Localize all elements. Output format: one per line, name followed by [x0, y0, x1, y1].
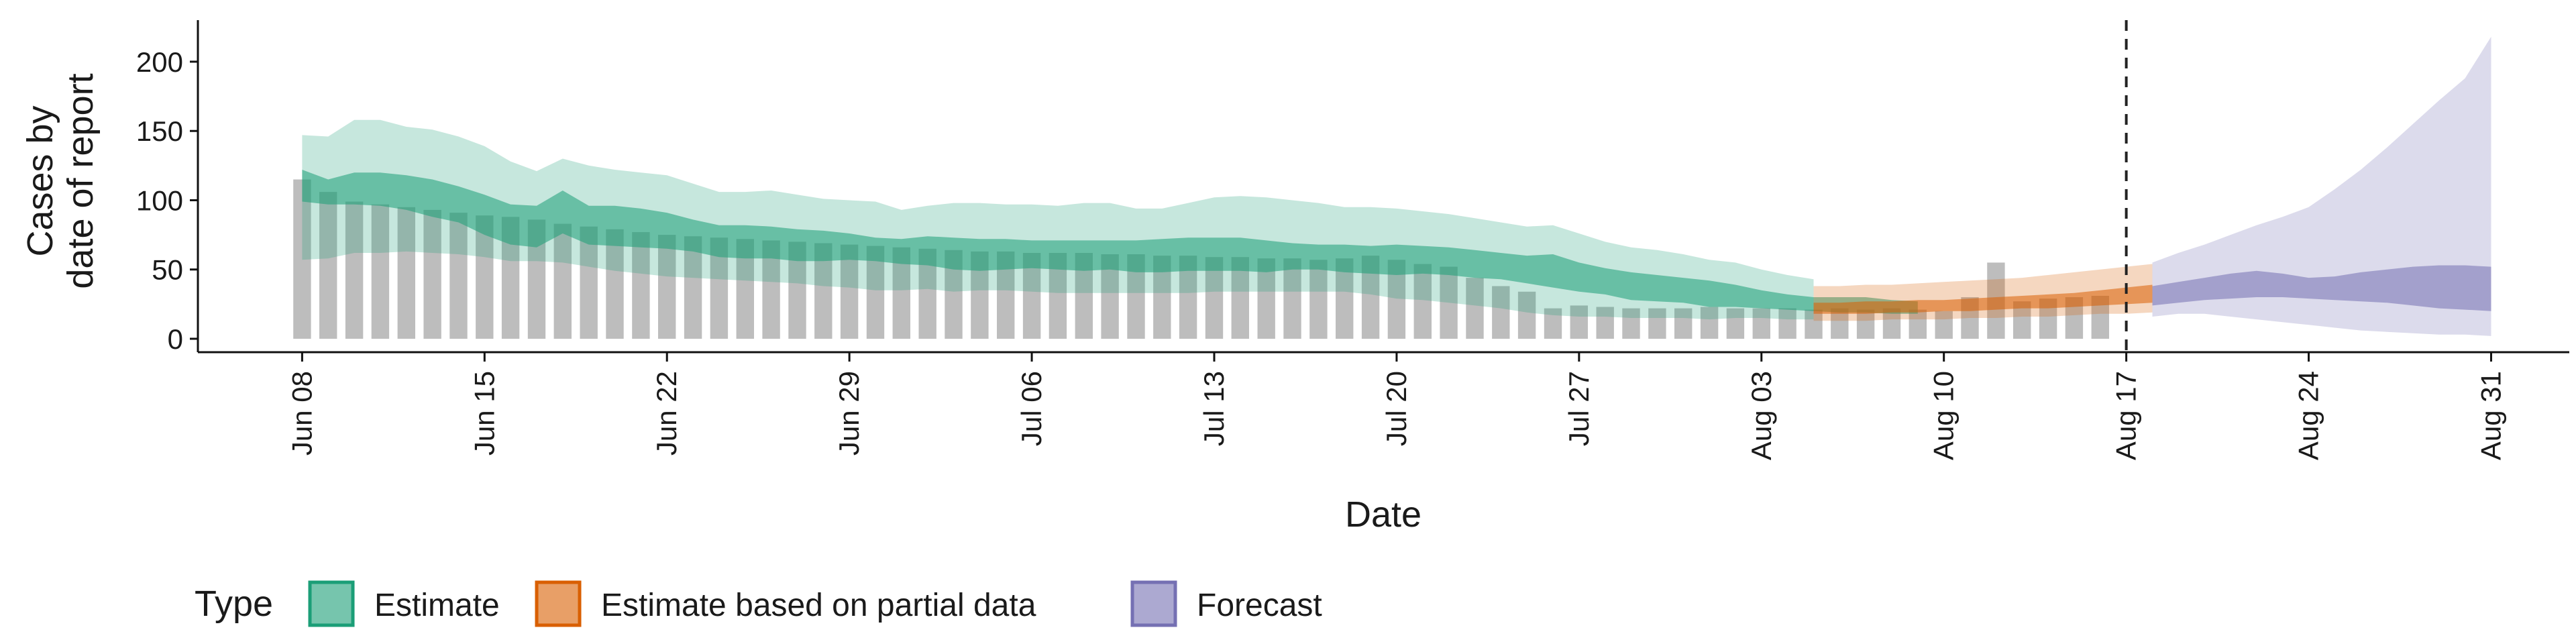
- estimate-bands: [302, 36, 2491, 336]
- reported-case-bar: [1856, 309, 1875, 339]
- reported-case-bar: [632, 232, 650, 339]
- x-tick-label: Jun 15: [468, 371, 500, 455]
- y-tick-label: 100: [136, 184, 183, 216]
- x-tick-label: Aug 03: [1746, 371, 1777, 460]
- x-tick-label: Aug 24: [2293, 371, 2324, 460]
- reported-case-bar: [1674, 308, 1693, 339]
- reported-case-bar: [658, 235, 676, 339]
- reported-case-bar: [319, 192, 337, 339]
- y-axis-title-line-2: date of report: [60, 73, 101, 288]
- partial-data-band-50: [1813, 284, 2153, 314]
- reported-case-bar: [684, 236, 702, 339]
- reported-case-bar: [1778, 308, 1796, 339]
- x-tick-label: Aug 17: [2110, 371, 2142, 460]
- x-tick-label: Jul 13: [1198, 371, 1230, 446]
- y-axis-title-line-1: Cases by: [20, 105, 60, 256]
- reported-case-bar: [1752, 308, 1770, 339]
- reported-case-bar: [397, 207, 415, 339]
- legend-label-forecast: Forecast: [1197, 588, 1322, 623]
- x-tick-label: Jul 27: [1563, 371, 1595, 446]
- legend-title: Type: [195, 584, 273, 624]
- reported-case-bar: [580, 226, 598, 339]
- reported-case-bar: [1909, 309, 1927, 339]
- reported-case-bar: [1596, 307, 1614, 339]
- reported-case-bar: [1492, 286, 1510, 339]
- reported-case-bar: [423, 209, 441, 339]
- forecast-band-90: [2152, 36, 2491, 336]
- legend: Type Estimate Estimate based on partial …: [195, 580, 1322, 627]
- x-axis-title: Date: [1345, 494, 1421, 535]
- legend-label-partial: Estimate based on partial data: [601, 588, 1036, 623]
- reported-case-bar: [840, 244, 859, 339]
- reported-case-bar: [553, 223, 572, 339]
- estimate-band-50: [302, 170, 1918, 314]
- reported-case-bar: [606, 229, 624, 339]
- reported-case-bar: [1935, 311, 1953, 339]
- x-tick-label: Jun 29: [833, 371, 865, 455]
- x-tick-label: Aug 31: [2475, 371, 2507, 460]
- y-tick-label: 50: [152, 254, 183, 286]
- reported-case-bar: [1622, 308, 1640, 339]
- x-tick-label: Jul 20: [1381, 371, 1412, 446]
- reported-case-bar: [293, 179, 311, 339]
- x-tick-label: Jun 22: [651, 371, 682, 455]
- reported-case-bar: [1805, 309, 1823, 339]
- reported-case-bar: [345, 201, 364, 339]
- reported-case-bar: [1413, 264, 1432, 339]
- legend-key-forecast: [1130, 580, 1177, 627]
- axes: [197, 20, 2569, 354]
- x-tick-label: Aug 10: [1928, 371, 1960, 460]
- legend-key-estimate: [308, 580, 355, 627]
- legend-key-partial: [535, 580, 582, 627]
- reported-case-bar: [371, 204, 390, 339]
- x-tick-label: Jul 06: [1016, 371, 1047, 446]
- y-ticks: 0 50 100 150 200: [136, 46, 198, 355]
- reported-case-bar: [1517, 291, 1536, 339]
- reported-case-bar: [1440, 266, 1458, 339]
- reported-case-bar: [1648, 308, 1666, 339]
- reported-case-bar: [1466, 278, 1484, 339]
- reported-case-bar: [1544, 308, 1562, 339]
- y-tick-label: 200: [136, 46, 183, 78]
- y-tick-label: 150: [136, 115, 183, 147]
- reported-case-bar: [1570, 305, 1588, 339]
- reported-case-bar: [1726, 308, 1745, 339]
- reported-case-bar: [1283, 258, 1301, 339]
- x-ticks: Jun 08 Jun 15 Jun 22 Jun 29 Jul 06 Jul 13 Jul …: [286, 352, 2507, 460]
- x-tick-label: Jun 08: [286, 371, 317, 455]
- legend-label-estimate: Estimate: [374, 588, 500, 623]
- reported-case-bar: [449, 213, 468, 339]
- forecast-band-50: [2152, 265, 2491, 311]
- reported-case-bar: [1309, 260, 1328, 339]
- reported-case-bar: [1700, 307, 1719, 339]
- y-tick-label: 0: [168, 323, 183, 355]
